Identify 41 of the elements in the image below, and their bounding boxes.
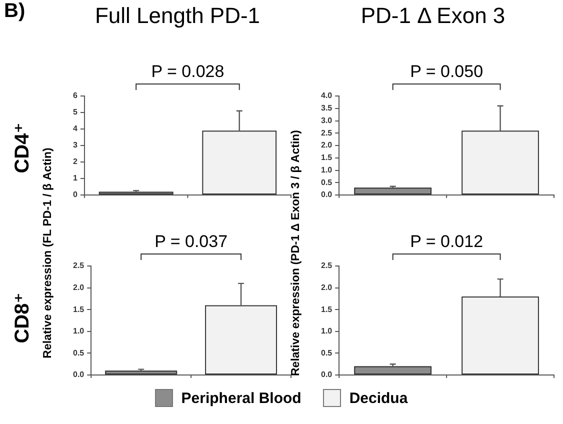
y-tick-label: 4.0 (320, 91, 333, 100)
legend-label: Peripheral Blood (181, 390, 302, 406)
text: B) (4, 0, 26, 23)
y-tick-label: 2.0 (72, 283, 85, 292)
y-tick-label: 2.0 (320, 283, 333, 292)
text: CD4⁺ (10, 122, 34, 174)
y-tick-label: 1.5 (320, 153, 333, 162)
y-tick-label: 0 (72, 190, 78, 200)
y-tick-label: 5 (72, 108, 78, 117)
chart-title: PD-1 Δ Exon 3 (360, 3, 506, 29)
y-tick-label: 1.0 (320, 326, 333, 336)
y-tick-label: 2.5 (320, 261, 333, 270)
y-tick-label: 1 (72, 174, 78, 183)
y-tick-label: 2 (72, 157, 78, 166)
y-tick-label: 0.5 (320, 348, 333, 358)
y-tick-label: 0.5 (320, 178, 333, 187)
y-tick-label: 1.5 (72, 304, 85, 314)
y-tick-label: 3.0 (320, 116, 333, 125)
y-tick-label: 1.0 (320, 165, 333, 174)
text: P = 0.050 (410, 62, 484, 82)
chart-title: Full Length PD-1 (94, 3, 262, 29)
legend-label: Decidua (349, 390, 408, 406)
text: P = 0.012 (410, 232, 484, 252)
text: CD8⁺ (10, 292, 34, 344)
y-axis-title: Relative expression (FL PD-1 / β Actin) (42, 146, 54, 360)
y-tick-label: 1.0 (72, 326, 85, 336)
y-tick-label: 0.5 (72, 348, 85, 358)
y-tick-label: 3.5 (320, 104, 333, 113)
y-tick-label: 6 (72, 91, 78, 100)
y-tick-label: 2.0 (320, 140, 333, 150)
y-tick-label: 2.5 (72, 261, 85, 270)
y-axis-title: Relative expression (PD-1 Δ Exon 3 / β Actin) (290, 130, 302, 376)
text: P = 0.028 (151, 62, 224, 82)
y-tick-label: 3 (72, 140, 78, 150)
text: P = 0.037 (154, 232, 228, 252)
y-tick-label: 4 (72, 124, 78, 134)
y-tick-label: 0.0 (320, 190, 333, 200)
y-tick-label: 1.5 (320, 304, 333, 314)
y-tick-label: 0.0 (320, 370, 333, 380)
y-tick-label: 2.5 (320, 128, 333, 138)
y-tick-label: 0.0 (72, 370, 85, 380)
